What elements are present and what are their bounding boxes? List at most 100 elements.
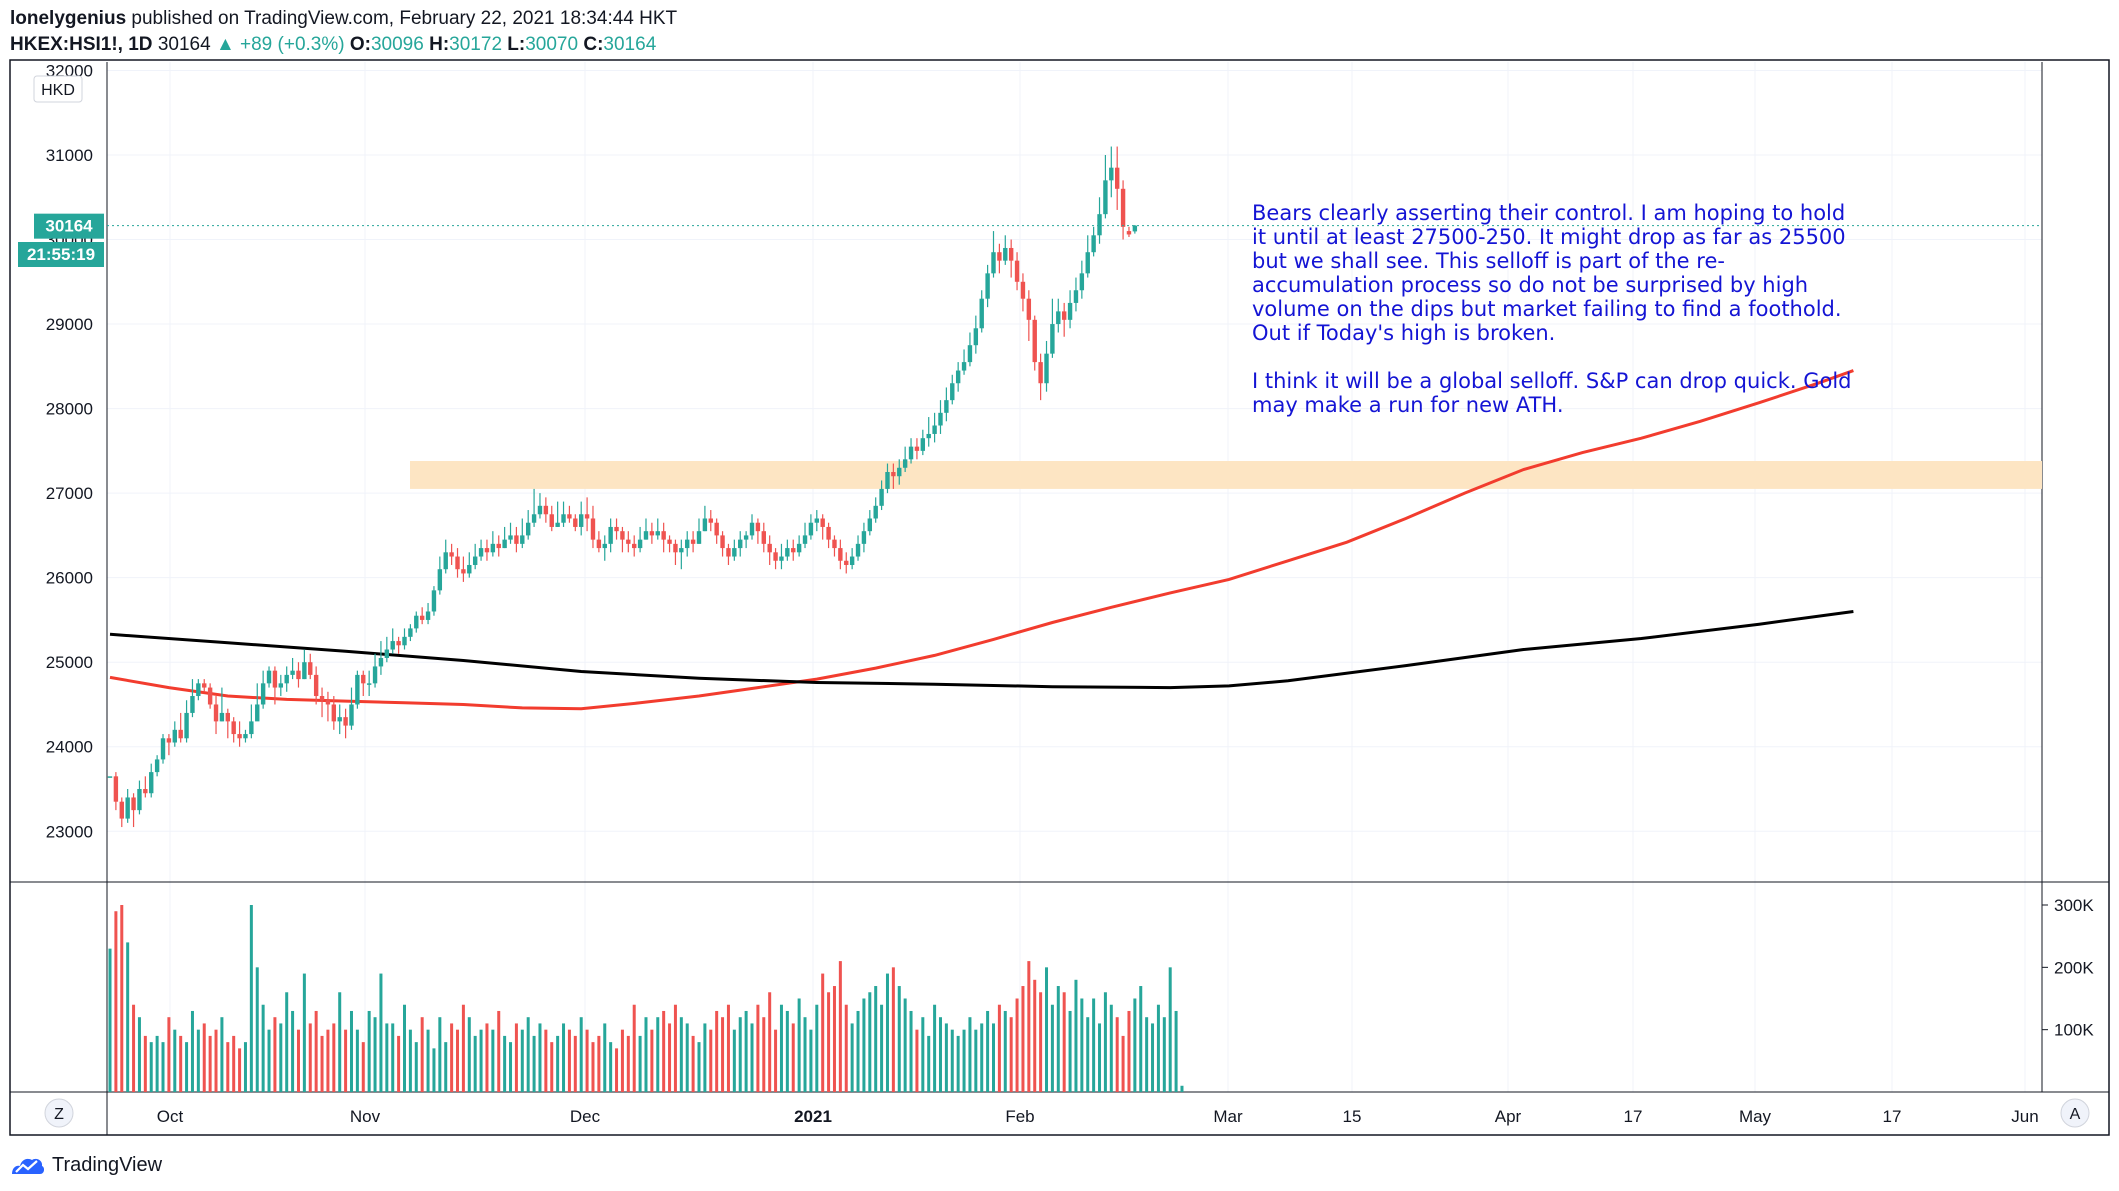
price-axis[interactable]: 2300024000250002600027000280002900030000… — [46, 61, 93, 841]
candle — [614, 518, 619, 540]
countdown-badge — [18, 242, 104, 267]
volume-bar — [668, 1023, 672, 1092]
candle — [791, 539, 796, 561]
candle — [184, 700, 189, 743]
footer-brand[interactable]: TradingView — [10, 1150, 162, 1180]
time-axis[interactable]: Oct Nov Dec 2021 Feb Mar 15 Apr 17 May 17 Jun — [157, 1107, 2039, 1126]
candle — [961, 349, 967, 375]
candle — [1050, 298, 1055, 358]
volume-bar — [185, 1042, 189, 1092]
candle — [308, 653, 313, 680]
publish-line: lonelygenius published on TradingView.co… — [10, 6, 677, 32]
candle — [767, 535, 772, 565]
volume-bar — [273, 1017, 277, 1092]
volume-bar — [444, 1042, 448, 1092]
candle — [372, 653, 378, 688]
volume-bar — [685, 1023, 689, 1092]
volume-bar — [243, 1042, 247, 1092]
candle — [166, 734, 172, 756]
candle — [349, 687, 354, 730]
volume-axis[interactable]: 100K 200K 300K — [2042, 896, 2094, 1040]
candle — [679, 539, 684, 570]
time-tick-label: Oct — [157, 1107, 184, 1126]
volume-bar — [349, 1010, 353, 1092]
candle — [1067, 290, 1073, 329]
candle — [743, 531, 749, 549]
volume-bar — [856, 1010, 860, 1092]
candle — [1114, 146, 1120, 210]
volume-bar — [520, 1029, 524, 1092]
candle — [149, 763, 154, 798]
auto-scale-a-button[interactable] — [2060, 1098, 2090, 1128]
candle — [313, 666, 319, 705]
candle — [260, 670, 266, 709]
volume-bar — [367, 1010, 371, 1092]
candle — [573, 514, 578, 532]
volume-bar — [1133, 998, 1137, 1092]
volume-bar — [827, 992, 831, 1092]
candle — [455, 548, 460, 578]
author-name[interactable]: lonelygenius — [10, 8, 127, 29]
volume-bar — [944, 1023, 948, 1092]
volume-bar — [903, 998, 907, 1092]
candle — [449, 543, 454, 565]
volume-bar — [514, 1023, 518, 1092]
auto-scale-z-button[interactable] — [44, 1098, 74, 1128]
countdown-text: 21:55:19 — [27, 245, 95, 264]
volume-bar — [656, 1017, 660, 1092]
volume-bar — [267, 1029, 271, 1092]
auto-scale-a-label: A — [2070, 1106, 2081, 1123]
candle — [838, 539, 843, 570]
candle — [732, 539, 737, 561]
volume-bar — [986, 1010, 990, 1092]
volume-bar — [473, 1035, 477, 1092]
candle — [755, 518, 761, 544]
volume-bar — [226, 1042, 230, 1092]
candle — [673, 539, 678, 565]
candle — [920, 429, 926, 456]
last-price-badge — [34, 213, 104, 239]
volume-bar — [697, 1042, 701, 1092]
volume-bar — [726, 1004, 730, 1092]
candle — [202, 679, 207, 692]
candle — [873, 497, 878, 523]
volume-bar — [414, 1042, 418, 1092]
candle — [826, 522, 831, 549]
candle — [555, 501, 560, 527]
candle — [531, 488, 537, 527]
volume-bar — [1050, 1004, 1054, 1092]
candle — [802, 522, 808, 549]
candle — [1126, 226, 1132, 237]
candle — [761, 522, 766, 553]
volume-bar — [874, 986, 878, 1092]
currency-badge-box[interactable] — [33, 75, 83, 103]
volume-bar — [291, 1010, 295, 1092]
volume-bar — [1115, 1017, 1119, 1092]
candle — [525, 510, 531, 540]
annotation-text[interactable]: Bears clearly asserting their control. I… — [1252, 201, 1852, 417]
annotation-line: volume on the dips but market failing to… — [1252, 297, 1842, 321]
candle — [178, 712, 183, 743]
candle — [602, 535, 607, 561]
candle — [620, 526, 625, 553]
candle — [425, 603, 431, 625]
volume-bar — [438, 1017, 442, 1092]
volume-bar — [526, 1017, 530, 1092]
candle — [278, 674, 284, 697]
volume-bar — [1003, 1010, 1007, 1092]
volume-bar — [868, 992, 872, 1092]
volume-bar — [1109, 1004, 1113, 1092]
time-tick-label: Feb — [1005, 1107, 1034, 1126]
time-tick-label: 15 — [1343, 1107, 1362, 1126]
candle — [484, 539, 490, 561]
volume-bar — [137, 1017, 141, 1092]
ohlc-line: HKEX:HSI1!, 1D 30164 ▲ +89 (+0.3%) O:300… — [10, 32, 677, 58]
candle — [154, 755, 160, 777]
volume-bar — [261, 1004, 265, 1092]
candle — [720, 531, 725, 557]
support-zone[interactable] — [410, 461, 2042, 489]
volume-bar — [456, 1029, 460, 1092]
volume-bar — [155, 1035, 159, 1092]
open-value: 30096 — [370, 34, 424, 55]
